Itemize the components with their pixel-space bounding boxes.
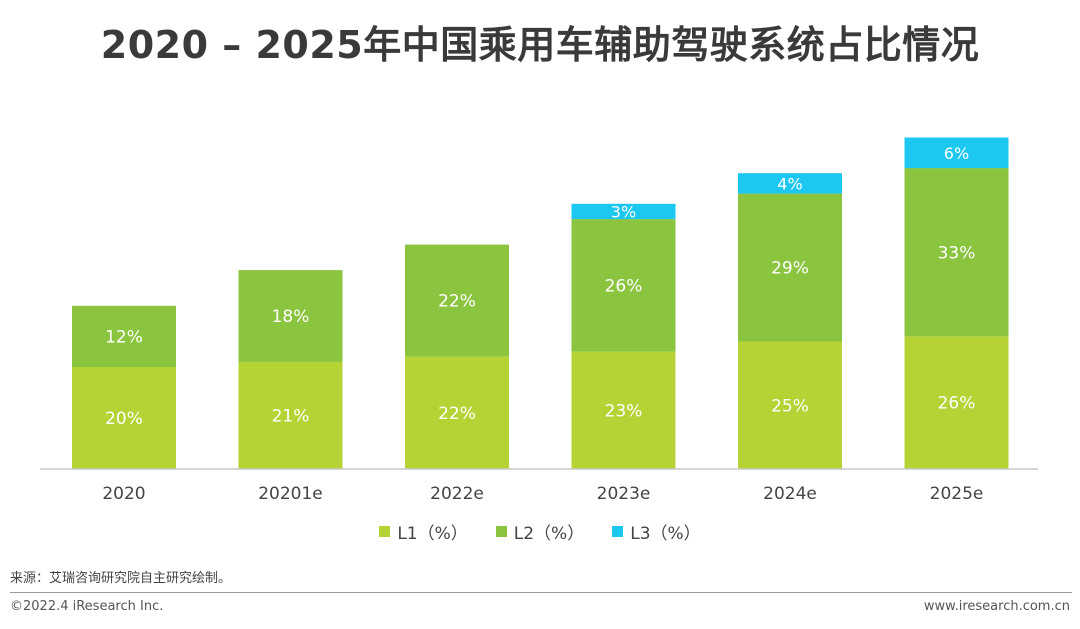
legend-item-l3: L3（%）: [612, 519, 701, 544]
data-label-l2-20201e: 18%: [272, 307, 310, 327]
website-link[interactable]: www.iresearch.com.cn: [923, 599, 1070, 614]
x-tick-label-2022e: 2022e: [430, 484, 484, 504]
bar-l3-2025e: [904, 137, 1009, 169]
legend-swatch-l3: [612, 526, 624, 537]
x-tick-label-2023e: 2023e: [597, 484, 651, 504]
bar-l3-2023e: [571, 203, 676, 220]
bar-l1-2025e: [904, 336, 1009, 469]
data-label-l2-2022e: 22%: [438, 292, 476, 312]
legend: L1（%） L2（%） L3（%）: [0, 519, 1080, 544]
bar-l1-2022e: [405, 356, 509, 469]
data-label-l1-20201e: 21%: [272, 406, 310, 426]
legend-label-l3: L3（%）: [630, 524, 701, 544]
data-label-l2-2020: 12%: [105, 327, 143, 347]
bar-l2-2020: [72, 305, 176, 367]
legend-item-l1: L1（%）: [379, 519, 468, 544]
bar-l2-20201e: [238, 270, 343, 362]
bar-l1-2020: [72, 367, 176, 469]
legend-label-l2: L2（%）: [513, 524, 585, 544]
bar-l3-2024e: [738, 173, 842, 194]
legend-swatch-l2: [495, 526, 507, 537]
data-labels-layer: 20% 12% 21% 18% 22% 22% 23% 26% 3% 25% 29% 4% 26% 33%…: [105, 144, 975, 429]
legend-label-l1: L1（%）: [397, 524, 468, 544]
data-label-l2-2025e: 33%: [938, 243, 976, 263]
footer-divider: [10, 592, 1072, 593]
copyright-text: ©2022.4 iResearch Inc.: [10, 599, 164, 614]
bar-l2-2024e: [738, 193, 842, 342]
data-label-l3-2023e: 3%: [611, 202, 636, 221]
bar-l2-2025e: [904, 168, 1009, 337]
x-tick-labels-layer: 2020 20201e 2022e 2023e 2024e 2025e: [102, 484, 983, 504]
bar-l1-2024e: [738, 341, 842, 469]
x-tick-label-2020: 2020: [102, 484, 145, 504]
data-label-l1-2023e: 23%: [605, 401, 643, 421]
source-note: 来源：艾瑞咨询研究院自主研究绘制。: [10, 571, 232, 586]
bar-l1-20201e: [238, 361, 343, 469]
data-label-l3-2024e: 4%: [777, 174, 802, 193]
x-tick-label-2024e: 2024e: [763, 484, 817, 504]
chart-title: 2020 – 2025年中国乘用车辅助驾驶系统占比情况: [100, 23, 980, 67]
data-label-l1-2025e: 26%: [938, 394, 976, 414]
legend-item-l2: L2（%）: [495, 519, 585, 544]
bar-l2-2022e: [405, 244, 509, 357]
bars-layer: [72, 137, 1009, 469]
legend-swatch-l1: [379, 526, 391, 537]
data-label-l1-2024e: 25%: [771, 396, 809, 416]
x-tick-label-20201e: 20201e: [258, 484, 323, 504]
data-label-l2-2024e: 29%: [771, 259, 809, 279]
x-tick-label-2025e: 2025e: [930, 484, 984, 504]
data-label-l1-2020: 20%: [105, 409, 143, 429]
data-label-l1-2022e: 22%: [438, 404, 476, 424]
bar-l1-2023e: [571, 351, 676, 469]
data-label-l2-2023e: 26%: [605, 276, 643, 296]
data-label-l3-2025e: 6%: [944, 144, 969, 163]
bar-l2-2023e: [571, 219, 676, 352]
